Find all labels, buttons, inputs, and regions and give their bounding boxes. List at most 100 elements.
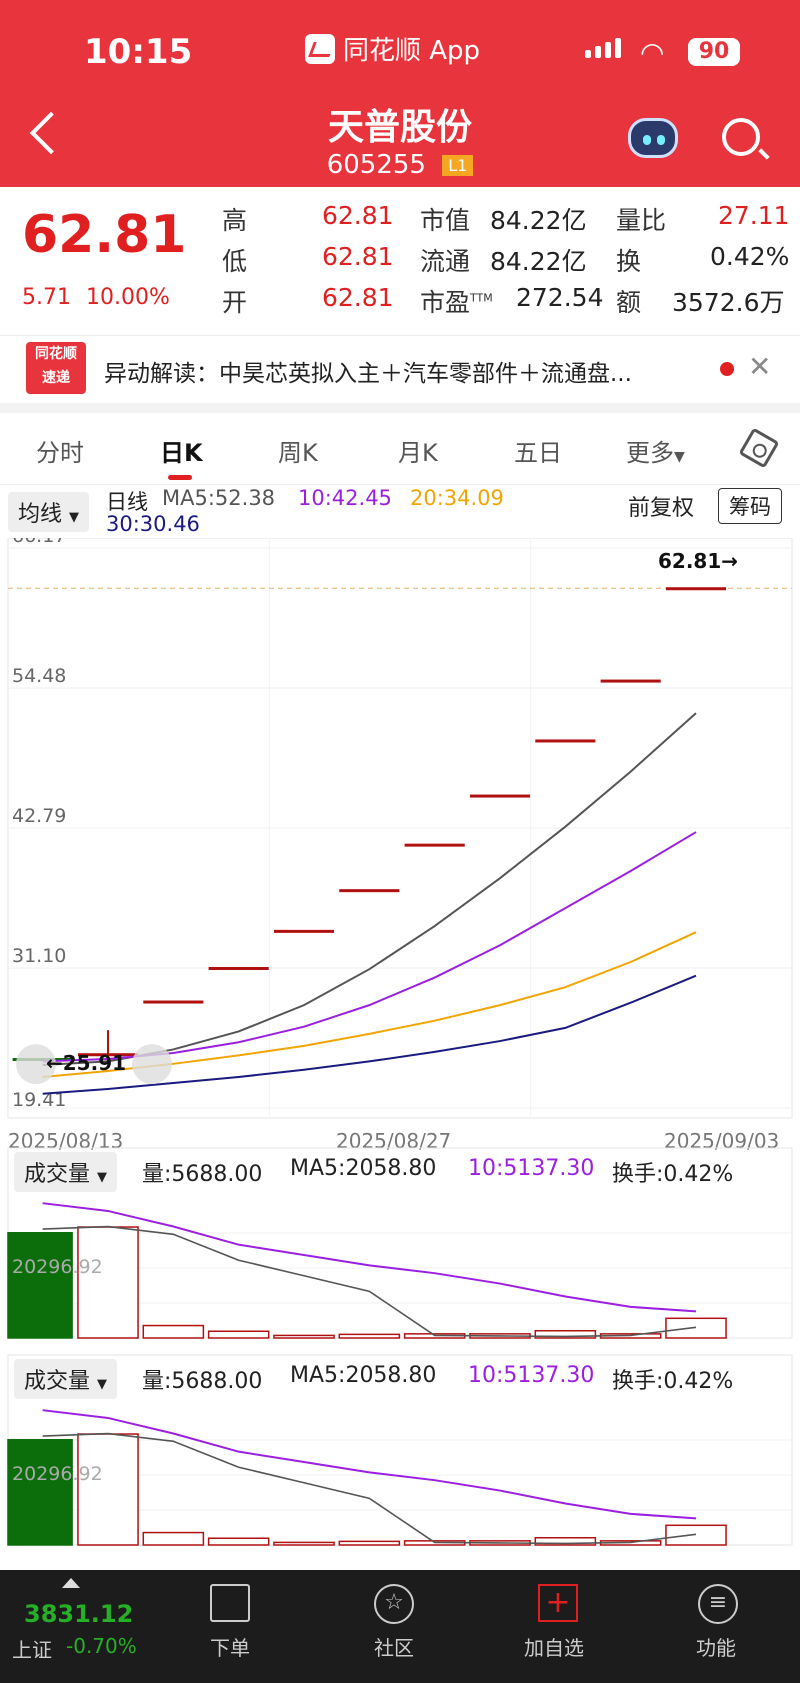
- volume-bar: [142, 1324, 205, 1339]
- candle: [469, 794, 531, 798]
- open-value: 62.81: [322, 283, 394, 312]
- volume-bar: [142, 1531, 205, 1546]
- kline-chart[interactable]: 66.17 54.48 42.79 31.10 19.41 62.81→ ←25.91 20…: [0, 538, 800, 1558]
- tab-five-day[interactable]: 五日: [514, 439, 562, 467]
- volume-bar: [7, 1232, 73, 1339]
- low-label: 低: [222, 247, 248, 276]
- tab-more[interactable]: 更多▼: [626, 433, 685, 468]
- ma5-value: MA5:52.38: [162, 486, 276, 510]
- add-watchlist-icon[interactable]: +: [538, 1584, 578, 1622]
- low-marker-label: ←25.91: [46, 1051, 126, 1075]
- ma30-value: 30:30.46: [106, 512, 200, 536]
- kline-labels: 62.81→ ←25.91 2025/08/13 2025/08/27 2025/09/…: [8, 549, 779, 1153]
- period-tabs: 分时 日K 周K 月K 五日 更多▼: [0, 413, 800, 485]
- menu-icon[interactable]: ≡: [698, 1584, 738, 1624]
- search-icon[interactable]: [722, 118, 760, 156]
- y-tick-label: 19.41: [12, 1089, 66, 1111]
- market-cap-label: 市值: [420, 206, 471, 235]
- volume-value-2: 量:5688.00: [142, 1369, 263, 1394]
- chips-button[interactable]: 筹码: [718, 488, 782, 524]
- adjust-mode-button[interactable]: 前复权: [628, 496, 695, 521]
- news-logo-top: 同花顺: [35, 346, 77, 362]
- last-price-label: 62.81→: [658, 549, 738, 573]
- close-icon[interactable]: ✕: [748, 350, 772, 383]
- status-time: 10:15: [84, 32, 193, 72]
- turnover-value: 0.42%: [710, 242, 790, 271]
- tab-monthly-k[interactable]: 月K: [398, 439, 438, 467]
- kline-candles: [12, 587, 727, 1064]
- nav-community[interactable]: 社区: [374, 1636, 414, 1660]
- bottom-nav: 3831.12 上证 -0.70% 下单 ☆ 社区 + 加自选 ≡ 功能: [0, 1570, 800, 1683]
- candle: [208, 967, 269, 970]
- volume-selector-label-1: 成交量: [24, 1162, 91, 1187]
- volume-ma5-line: [42, 1225, 697, 1338]
- y-tick-label: 42.79: [12, 805, 66, 827]
- change-amount: 5.71: [22, 285, 71, 310]
- high-label: 高: [222, 206, 248, 235]
- pe-label-text: 市盈: [420, 288, 471, 317]
- volume-ma10-1: 10:5137.30: [468, 1156, 595, 1181]
- community-icon[interactable]: ☆: [374, 1584, 414, 1624]
- price-change: 5.71 10.00%: [22, 285, 170, 310]
- expand-index-icon[interactable]: [62, 1578, 80, 1588]
- battery-icon: 90: [688, 38, 740, 66]
- chevron-down-icon: ▼: [69, 510, 80, 525]
- volume-bar: [207, 1537, 270, 1546]
- pe-label: 市盈TTM: [420, 283, 493, 319]
- nav-functions[interactable]: 功能: [696, 1636, 736, 1660]
- volume-bar: [665, 1317, 727, 1339]
- volume-bar: [7, 1439, 73, 1546]
- volume-bar: [77, 1433, 139, 1546]
- chevron-down-icon: ▼: [674, 449, 685, 465]
- volume-value-1: 量:5688.00: [142, 1162, 263, 1187]
- quote-panel: 62.81 5.71 10.00% 高 62.81 市值 84.22亿 量比 2…: [0, 187, 800, 327]
- candle: [143, 1000, 204, 1004]
- ma10-line: [42, 831, 697, 1063]
- volume-bar: [273, 1541, 335, 1546]
- chevron-down-icon: ▼: [97, 1377, 108, 1392]
- amount-label: 额: [616, 288, 642, 317]
- indicator-selector[interactable]: 均线 ▼: [8, 492, 90, 532]
- kline-ma-lines: [42, 712, 697, 1095]
- tab-intraday[interactable]: 分时: [36, 439, 84, 467]
- volume-ma5-line: [42, 1432, 697, 1545]
- volume-header-2: 成交量 ▼ 量:5688.00 MA5:2058.80 10:5137.30 换…: [0, 1355, 800, 1399]
- candle: [339, 889, 400, 893]
- news-ticker[interactable]: 同花顺 速递 异动解读：中昊芯英拟入主＋汽车零部件＋流通盘... ✕: [0, 335, 800, 403]
- stock-name: 天普股份: [327, 107, 472, 148]
- volume-bar: [338, 1540, 401, 1546]
- pe-value: 272.54: [516, 283, 604, 312]
- index-value[interactable]: 3831.12: [24, 1600, 134, 1628]
- y-tick-label: 66.17: [12, 538, 66, 547]
- nav-order[interactable]: 下单: [210, 1636, 250, 1660]
- order-icon[interactable]: [210, 1584, 250, 1622]
- y-tick-label: 31.10: [12, 945, 66, 967]
- candle: [77, 1053, 139, 1057]
- x-tick-label: 2025/09/03: [664, 1129, 779, 1153]
- news-text[interactable]: 异动解读：中昊芯英拟入主＋汽车零部件＋流通盘...: [104, 361, 632, 387]
- volume-selector-2[interactable]: 成交量 ▼: [14, 1359, 118, 1399]
- high-value: 62.81: [322, 201, 394, 230]
- status-app-label: 同花顺 App: [343, 36, 481, 66]
- change-percent: 10.00%: [85, 285, 170, 310]
- volume-bar: [77, 1226, 139, 1339]
- settings-icon[interactable]: [738, 427, 780, 469]
- tab-weekly-k[interactable]: 周K: [278, 439, 318, 467]
- volume-bar: [273, 1334, 335, 1339]
- index-name: 上证: [12, 1638, 52, 1662]
- ai-assistant-icon[interactable]: [628, 118, 678, 158]
- volume-ma10-line: [42, 1202, 697, 1313]
- kline-grid: 66.17 54.48 42.79 31.10 19.41: [7, 538, 793, 1119]
- volume-ma10-line: [42, 1409, 697, 1520]
- x-tick-label: 2025/08/27: [336, 1129, 451, 1153]
- volume-bar: [534, 1329, 597, 1339]
- current-price: 62.81: [22, 205, 187, 265]
- volume-bar: [338, 1333, 401, 1339]
- volume-max-label: 20296.92: [12, 1256, 103, 1278]
- divider: [0, 403, 800, 413]
- volume-chart-2: 20296.92: [7, 1354, 793, 1546]
- nav-add-watchlist[interactable]: 加自选: [524, 1636, 584, 1660]
- tab-daily-k[interactable]: 日K: [160, 439, 203, 467]
- volume-ma10-2: 10:5137.30: [468, 1363, 595, 1388]
- volume-selector-1[interactable]: 成交量 ▼: [14, 1152, 118, 1192]
